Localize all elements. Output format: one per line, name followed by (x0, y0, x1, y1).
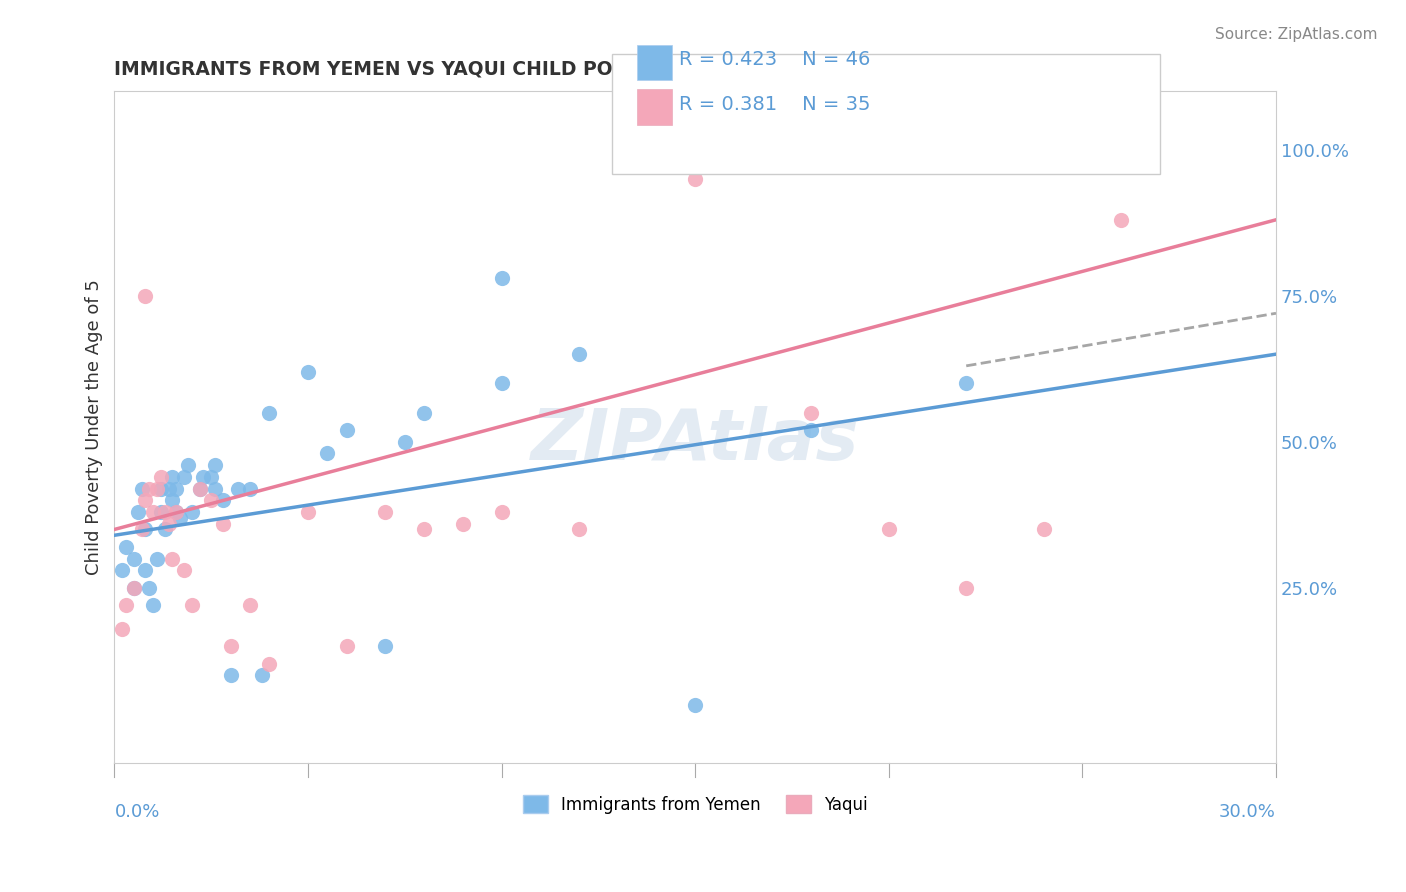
Point (955, 376, 977, 391)
Point (173, 563, 195, 577)
Point (491, 376, 513, 391)
Point (259, 406, 281, 420)
Point (568, 347, 591, 361)
Point (127, 505, 149, 519)
Point (169, 510, 191, 524)
Point (1032, 523, 1054, 537)
Text: Source: ZipAtlas.com: Source: ZipAtlas.com (1215, 27, 1378, 42)
Point (239, 482, 262, 496)
Point (180, 599, 202, 613)
Point (142, 599, 165, 613)
Y-axis label: Child Poverty Under the Age of 5: Child Poverty Under the Age of 5 (86, 279, 103, 575)
Point (374, 505, 396, 519)
Point (200, 493, 222, 508)
Point (134, 289, 156, 303)
Text: 0.0%: 0.0% (114, 804, 160, 822)
Point (1109, 212, 1132, 227)
Point (165, 505, 187, 519)
Point (219, 668, 242, 682)
Point (157, 516, 180, 531)
Point (131, 482, 153, 496)
Point (177, 458, 200, 472)
Point (239, 599, 262, 613)
Text: R = 0.381    N = 35: R = 0.381 N = 35 (679, 95, 870, 113)
Point (297, 505, 319, 519)
Text: ZIPAtlas: ZIPAtlas (531, 406, 859, 475)
Point (394, 434, 416, 449)
Point (122, 551, 145, 566)
Point (134, 523, 156, 537)
Point (683, 172, 706, 186)
Point (157, 482, 180, 496)
Point (188, 482, 211, 496)
Point (149, 505, 172, 519)
Point (204, 458, 226, 472)
Text: R = 0.423    N = 46: R = 0.423 N = 46 (679, 50, 870, 69)
Point (142, 505, 165, 519)
Point (162, 470, 184, 484)
Point (131, 523, 153, 537)
Point (250, 668, 273, 682)
Point (451, 516, 474, 531)
Point (413, 523, 436, 537)
Point (138, 482, 160, 496)
Point (146, 482, 169, 496)
Point (219, 640, 242, 654)
Point (111, 563, 134, 577)
Text: IMMIGRANTS FROM YEMEN VS YAQUI CHILD POVERTY UNDER THE AGE OF 5 CORRELATION CHAR: IMMIGRANTS FROM YEMEN VS YAQUI CHILD POV… (114, 60, 1143, 78)
Point (180, 505, 202, 519)
Point (297, 365, 319, 379)
Point (134, 493, 156, 508)
Point (374, 640, 396, 654)
Point (200, 470, 222, 484)
Point (162, 493, 184, 508)
Point (491, 505, 513, 519)
Point (153, 523, 176, 537)
Point (153, 505, 176, 519)
Point (122, 581, 145, 595)
Point (188, 482, 211, 496)
Legend: Immigrants from Yemen, Yaqui: Immigrants from Yemen, Yaqui (515, 787, 876, 822)
Point (336, 640, 359, 654)
Point (316, 446, 339, 460)
Point (336, 423, 359, 437)
Point (259, 657, 281, 671)
Point (491, 271, 513, 285)
Point (115, 540, 138, 554)
Point (149, 470, 172, 484)
Point (134, 563, 156, 577)
Point (568, 523, 591, 537)
Point (173, 470, 195, 484)
Point (146, 551, 169, 566)
Point (204, 482, 226, 496)
Point (162, 551, 184, 566)
Point (111, 622, 134, 636)
Point (211, 516, 233, 531)
Point (115, 599, 138, 613)
Point (149, 482, 172, 496)
Point (165, 482, 187, 496)
Point (800, 423, 823, 437)
Point (955, 581, 977, 595)
Point (122, 581, 145, 595)
Point (193, 470, 215, 484)
Point (226, 482, 249, 496)
Point (800, 406, 823, 420)
Point (413, 406, 436, 420)
Point (877, 523, 900, 537)
Point (211, 493, 233, 508)
Point (165, 505, 187, 519)
Point (138, 581, 160, 595)
Point (683, 698, 706, 712)
Text: 30.0%: 30.0% (1219, 804, 1277, 822)
